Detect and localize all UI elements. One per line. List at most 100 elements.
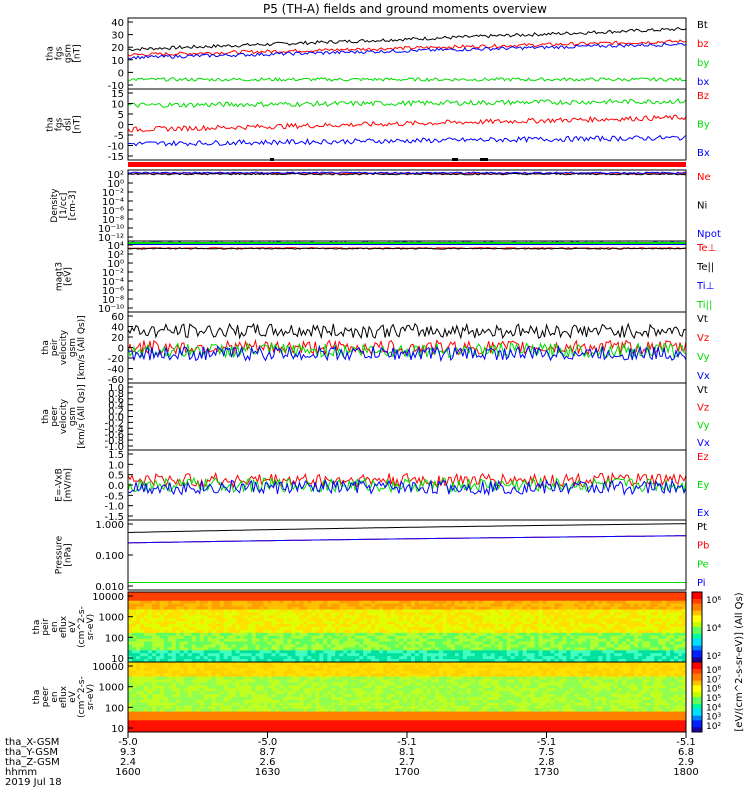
- spectrogram-cell: [399, 688, 403, 691]
- spectrogram-cell: [220, 624, 224, 627]
- spectrogram-cell: [188, 598, 192, 601]
- spectrogram-cell: [570, 621, 574, 624]
- spectrogram-cell: [399, 653, 403, 656]
- spectrogram-cell: [208, 601, 212, 604]
- spectrogram-cell: [315, 612, 319, 615]
- spectrogram-cell: [515, 627, 519, 630]
- spectrogram-cell: [327, 604, 331, 607]
- spectrogram-cell: [140, 642, 144, 645]
- spectrogram-cell: [483, 656, 487, 659]
- spectrogram-cell: [359, 650, 363, 653]
- spectrogram-cell: [618, 607, 622, 610]
- spectrogram-cell: [618, 645, 622, 648]
- spectrogram-cell: [339, 604, 343, 607]
- spectrogram-cell: [535, 630, 539, 633]
- spectrogram-cell: [626, 671, 630, 674]
- spectrogram-cell: [463, 671, 467, 674]
- spectrogram-cell: [268, 633, 272, 636]
- spectrogram-cell: [355, 647, 359, 650]
- spectrogram-cell: [495, 682, 499, 685]
- spectrogram-cell: [586, 610, 590, 613]
- spectrogram-cell: [311, 610, 315, 613]
- spectrogram-cell: [291, 674, 295, 677]
- spectrogram-cell: [268, 677, 272, 680]
- spectrogram-cell: [327, 650, 331, 653]
- spectrogram-cell: [152, 645, 156, 648]
- spectrogram-cell: [156, 595, 160, 598]
- spectrogram-cell: [547, 645, 551, 648]
- spectrogram-cell: [419, 607, 423, 610]
- spectrogram-cell: [495, 627, 499, 630]
- spectrogram-cell: [307, 624, 311, 627]
- spectrogram-cell: [554, 618, 558, 621]
- spectrogram-cell: [132, 610, 136, 613]
- spectrogram-cell: [479, 645, 483, 648]
- spectrogram-cell: [391, 598, 395, 601]
- spectrogram-cell: [323, 624, 327, 627]
- spectrogram-cell: [395, 639, 399, 642]
- spectrogram-cell: [650, 607, 654, 610]
- spectrogram-cell: [156, 656, 160, 659]
- spectrogram-cell: [216, 653, 220, 656]
- spectrogram-cell: [315, 624, 319, 627]
- spectrogram-cell: [283, 677, 287, 680]
- spectrogram-cell: [642, 688, 646, 691]
- spectrogram-cell: [523, 682, 527, 685]
- spectrogram-cell: [642, 621, 646, 624]
- spectrogram-cell: [228, 650, 232, 653]
- spectrogram-cell: [423, 668, 427, 671]
- spectrogram-cell: [511, 682, 515, 685]
- spectrogram-cell: [395, 612, 399, 615]
- spectrogram-cell: [283, 639, 287, 642]
- spectrogram-cell: [363, 610, 367, 613]
- spectrogram-cell: [602, 612, 606, 615]
- ytick-label: 20: [111, 333, 124, 344]
- spectrogram-cell: [606, 642, 610, 645]
- spectrogram-cell: [136, 624, 140, 627]
- spectrogram-cell: [586, 598, 590, 601]
- spectrogram-cell: [343, 636, 347, 639]
- spectrogram-cell: [184, 610, 188, 613]
- spectrogram-cell: [674, 645, 678, 648]
- spectrogram-cell: [136, 653, 140, 656]
- spectrogram-cell: [423, 595, 427, 598]
- spectrogram-cell: [562, 604, 566, 607]
- spectrogram-cell: [666, 612, 670, 615]
- spectrogram-cell: [363, 595, 367, 598]
- ytick-label: 20: [111, 43, 124, 54]
- spectrogram-cell: [343, 662, 347, 665]
- spectrogram-cell: [423, 677, 427, 680]
- spectrogram-cell: [128, 595, 132, 598]
- spectrogram-cell: [654, 639, 658, 642]
- spectrogram-cell: [519, 677, 523, 680]
- legend-entry-Vy: Vy: [697, 420, 710, 431]
- spectrogram-cell: [638, 630, 642, 633]
- spectrogram-cell: [574, 639, 578, 642]
- spectrogram-cell: [511, 650, 515, 653]
- spectrogram-cell: [136, 682, 140, 685]
- spectrogram-cell: [515, 604, 519, 607]
- spectrogram-cell: [387, 642, 391, 645]
- spectrogram-cell: [271, 665, 275, 668]
- spectrogram-cell: [403, 680, 407, 683]
- spectrogram-cell: [140, 630, 144, 633]
- spectrogram-cell: [240, 615, 244, 618]
- spectrogram-cell: [383, 680, 387, 683]
- spectrogram-cell: [594, 650, 598, 653]
- spectrogram-cell: [311, 604, 315, 607]
- spectrogram-cell: [650, 650, 654, 653]
- spectrogram-cell: [399, 595, 403, 598]
- spectrogram-cell: [208, 656, 212, 659]
- spectrogram-cell: [399, 607, 403, 610]
- spectrogram-cell: [168, 639, 172, 642]
- spectrogram-cell: [311, 645, 315, 648]
- spectrogram-cell: [371, 653, 375, 656]
- spectrogram-cell: [670, 604, 674, 607]
- spectrogram-cell: [220, 615, 224, 618]
- spectrogram-cell: [634, 662, 638, 665]
- spectrogram-cell: [224, 650, 228, 653]
- spectrogram-cell: [674, 665, 678, 668]
- spectrogram-cell: [268, 653, 272, 656]
- spectrogram-cell: [650, 677, 654, 680]
- spectrogram-cell: [232, 610, 236, 613]
